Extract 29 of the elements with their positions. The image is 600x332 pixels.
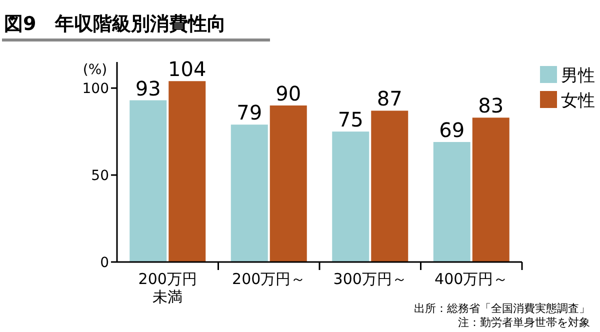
data-label: 104 xyxy=(168,57,206,82)
x-tick-label: 200万円未満 xyxy=(138,270,197,306)
bar xyxy=(332,132,370,262)
x-tick-label: 400万円～ xyxy=(434,270,508,288)
y-tick-label: 50 xyxy=(91,168,109,184)
title: 図9 年収階級別消費性向 xyxy=(4,13,226,35)
bar xyxy=(230,124,268,262)
data-label: 79 xyxy=(236,100,262,125)
bar xyxy=(433,142,470,262)
bar xyxy=(371,110,408,262)
text: 注：勤労者単身世帯を対象 xyxy=(458,316,590,329)
bar xyxy=(270,105,307,262)
legend-label: 女性 xyxy=(561,91,595,111)
y-tick-label: 0 xyxy=(100,255,109,271)
x-tick-label: 300万円～ xyxy=(333,270,407,288)
bar xyxy=(472,118,510,262)
data-label: 75 xyxy=(338,108,364,132)
data-label: 90 xyxy=(276,81,302,106)
bar xyxy=(130,100,167,262)
bar xyxy=(168,81,206,262)
data-label: 87 xyxy=(376,86,402,111)
data-label: 83 xyxy=(478,94,504,118)
data-label: 93 xyxy=(135,76,161,100)
text: 出所：総務省「全国消費実態調査」 xyxy=(414,302,590,315)
y-tick-label: 100 xyxy=(82,81,109,98)
data-label: 69 xyxy=(439,118,465,142)
legend-label: 男性 xyxy=(561,66,595,86)
y-axis-title: (%) xyxy=(82,62,108,78)
x-tick-label: 200万円～ xyxy=(232,270,306,288)
